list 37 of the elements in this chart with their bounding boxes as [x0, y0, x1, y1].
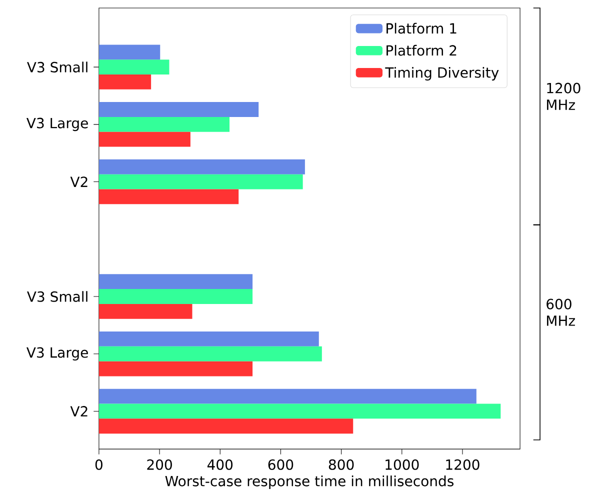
bar [98, 44, 160, 60]
legend-label: Platform 2 [386, 44, 456, 56]
bar [98, 274, 253, 290]
x-tick-label: 400 [207, 459, 233, 470]
bar [98, 404, 501, 419]
x-tick-label: 800 [328, 459, 354, 470]
legend-label: Timing Diversity [385, 66, 499, 80]
x-tick-label: 0 [95, 459, 102, 470]
y-tick-label: V3 Small [27, 291, 88, 302]
x-tick-label: 1200 [446, 459, 480, 470]
x-tick-label: 1000 [386, 459, 419, 470]
bar [98, 289, 253, 304]
x-tick-label: 600 [268, 459, 294, 470]
bar [98, 102, 259, 117]
y-tick-label: V2 [70, 176, 88, 187]
bar [98, 174, 303, 190]
bar [98, 159, 305, 174]
bar [98, 60, 170, 75]
y-tick-label: V3 Large [26, 118, 88, 132]
text: 1200 MHz [547, 82, 580, 110]
bar [98, 189, 239, 204]
bar [98, 74, 152, 90]
x-tick-label: 200 [147, 459, 172, 470]
bar [98, 361, 253, 376]
bar [98, 116, 230, 132]
x-axis-title: Worst-case response time in milliseconds [165, 476, 454, 490]
y-tick-label: V3 Large [26, 347, 88, 360]
text: 600 MHz [546, 298, 575, 326]
legend-label: Platform 1 [386, 22, 456, 34]
bar [98, 388, 476, 404]
y-tick-label: V3 Small [27, 62, 88, 72]
bar [98, 304, 192, 319]
bar [98, 418, 354, 434]
bar [98, 132, 190, 147]
bar [98, 331, 319, 346]
y-tick-label: V2 [70, 406, 88, 416]
bar [98, 346, 322, 362]
